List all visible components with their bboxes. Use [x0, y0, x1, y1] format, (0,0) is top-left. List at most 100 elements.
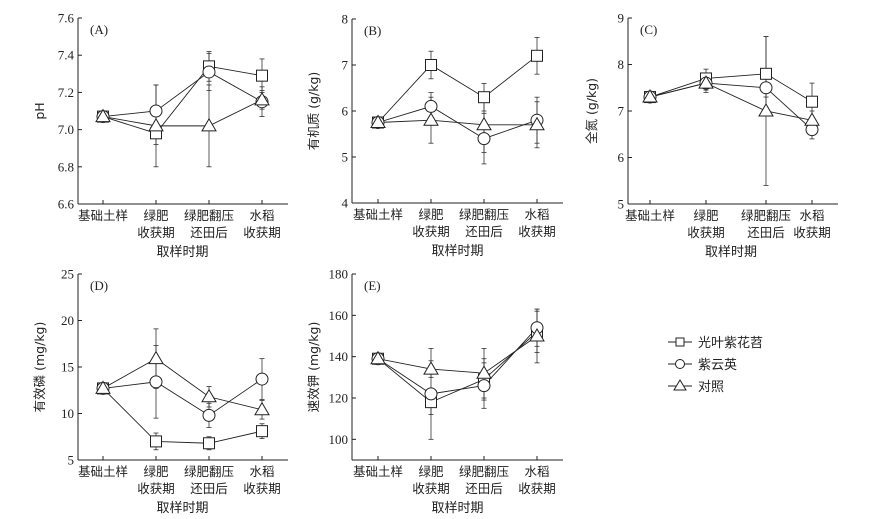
data-point-triangle: [476, 116, 492, 131]
legend-item: 紫云英: [668, 358, 737, 373]
x-tick-label: 水稻: [524, 207, 549, 222]
panel-label: (B): [364, 23, 381, 38]
x-tick-label: 水稻: [249, 464, 274, 479]
x-tick-label: 收获期: [687, 225, 725, 240]
series-circle: [377, 92, 540, 165]
x-tick-label: 绿肥翻压: [459, 464, 509, 479]
legend-label: 光叶紫花苕: [698, 335, 763, 351]
data-point-square: [478, 91, 490, 104]
y-tick-label: 7.0: [58, 122, 74, 137]
x-axis-label: 取样时期: [431, 244, 483, 259]
series-line: [102, 65, 263, 134]
x-tick-label: 收获期: [412, 481, 450, 496]
y-tick-label: 180: [329, 267, 349, 282]
x-tick-label: 基础土样: [353, 464, 403, 479]
y-axis-label: pH: [32, 102, 47, 119]
legend-marker-square: [675, 337, 685, 347]
data-point-square: [425, 59, 437, 71]
data-point-triangle: [529, 116, 545, 131]
series-line: [102, 378, 263, 416]
x-tick-label: 收获期: [137, 225, 175, 240]
y-tick-label: 6.6: [58, 197, 75, 212]
data-point-triangle: [95, 108, 111, 123]
x-tick-label: 绿肥翻压: [184, 208, 234, 223]
x-tick-label: 还田后: [465, 224, 503, 239]
series-circle: [102, 345, 265, 428]
y-tick-label: 8: [342, 12, 349, 27]
data-point-triangle: [423, 112, 439, 126]
series-triangle: [102, 328, 265, 420]
y-tick-label: 15: [61, 360, 74, 375]
data-point-triangle: [148, 117, 164, 132]
panel-label: (C): [640, 22, 657, 37]
data-point-square: [256, 69, 268, 82]
series-circle: [377, 308, 540, 440]
y-tick-label: 20: [61, 313, 74, 328]
series-line: [377, 331, 538, 403]
x-axis-label: 取样时期: [156, 501, 208, 516]
x-tick-label: 还田后: [190, 481, 228, 496]
x-tick-label: 收获期: [518, 224, 556, 239]
x-tick-label: 绿肥: [693, 208, 719, 223]
y-tick-label: 8: [618, 57, 625, 72]
data-point-triangle: [423, 361, 439, 375]
legend-item: 光叶紫花苕: [668, 335, 763, 351]
series-square: [377, 37, 540, 123]
y-axis-label: 速效钾 (mg/kg): [306, 322, 321, 413]
data-point-triangle: [476, 365, 492, 379]
y-tick-label: 7: [342, 58, 349, 73]
series-triangle: [102, 84, 265, 168]
x-tick-label: 绿肥翻压: [741, 208, 791, 223]
y-tick-label: 6: [342, 104, 349, 119]
series-line: [649, 82, 813, 121]
x-tick-label: 绿肥: [143, 208, 169, 223]
y-axis-label: 有效磷 (mg/kg): [32, 322, 47, 413]
y-tick-label: 5: [618, 197, 625, 212]
x-tick-label: 绿肥: [418, 464, 444, 479]
y-tick-label: 10: [61, 406, 74, 421]
series-triangle: [377, 308, 540, 399]
x-tick-label: 基础土样: [353, 207, 403, 222]
data-point-triangle: [201, 117, 217, 132]
data-point-circle: [424, 99, 438, 113]
x-tick-label: 收获期: [243, 225, 281, 240]
x-tick-label: 基础土样: [78, 464, 128, 479]
x-tick-label: 收获期: [518, 481, 556, 496]
data-point-square: [531, 49, 543, 62]
data-point-circle: [477, 379, 491, 393]
data-point-circle: [477, 132, 491, 146]
y-tick-label: 6.8: [58, 159, 74, 174]
series-line: [649, 73, 813, 103]
x-tick-label: 绿肥翻压: [184, 464, 234, 479]
x-tick-label: 收获期: [137, 481, 175, 496]
data-point-triangle: [254, 91, 270, 106]
series-line: [102, 71, 263, 118]
y-tick-label: 25: [61, 267, 74, 282]
panel-label: (D): [90, 278, 108, 293]
panel-label: (E): [364, 278, 381, 293]
data-point-triangle: [201, 388, 217, 403]
x-tick-label: 还田后: [465, 481, 503, 496]
legend-item: 对照: [668, 379, 724, 395]
x-tick-label: 水稻: [524, 464, 549, 479]
data-point-circle: [149, 375, 163, 389]
x-tick-label: 还田后: [190, 225, 228, 240]
data-point-triangle: [370, 350, 386, 365]
panel-label: (A): [90, 22, 108, 37]
data-point-triangle: [529, 328, 545, 342]
data-point-triangle: [804, 112, 820, 126]
series-line: [102, 388, 263, 444]
series-line: [377, 119, 537, 126]
data-point-square: [256, 425, 268, 438]
x-axis-label: 取样时期: [431, 501, 483, 516]
x-tick-label: 收获期: [412, 224, 450, 239]
legend-label: 对照: [698, 380, 724, 395]
x-tick-label: 收获期: [243, 481, 281, 496]
y-tick-label: 9: [618, 11, 625, 26]
x-tick-label: 水稻: [249, 208, 274, 223]
data-point-circle: [202, 408, 216, 422]
